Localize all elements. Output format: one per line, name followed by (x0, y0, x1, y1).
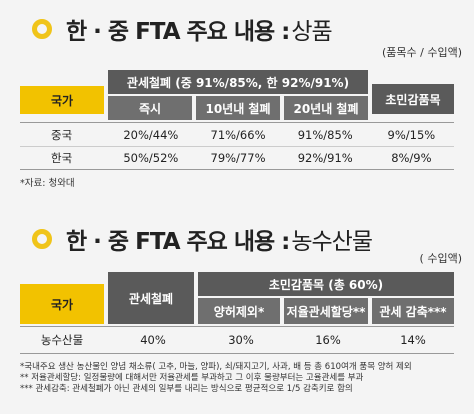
section2-title-light: 농수산물 (291, 229, 373, 255)
cell-value: 16% (315, 333, 341, 347)
header-sensitive-group: 초민감품목 (총 60%) (198, 272, 454, 296)
circle-bullet-icon (32, 229, 52, 249)
section1-title-light: 상품 (291, 19, 332, 45)
source-note: *자료: 청와대 (20, 178, 75, 189)
cell-value: 92%/91% (297, 151, 353, 165)
header-abolish: 관세철폐 (108, 272, 194, 324)
header-sensitive: 초민감품목 (372, 84, 454, 114)
table-row: 한국 50%/52% 79%/77% 92%/91% 8%/9% (20, 147, 454, 169)
section1-table: 국가 관세철폐 (중 91%/85%, 한 92%/91%) 즉시 10년내 철… (20, 70, 454, 170)
section2-title: 한 · 중 FTA 주요 내용 : 농수산물 (32, 222, 373, 256)
cell-value: 79%/77% (210, 151, 266, 165)
section1-unit: (품목수 / 수입액) (381, 46, 462, 59)
footnote: *** 관세감축: 관세철폐가 아닌 관세의 일부를 내리는 방식으로 평균적으… (20, 384, 353, 394)
header-tariff-quota: 저율관세할당** (284, 298, 368, 324)
footnote: *국내주요 생산 농산물인 양념 채소류( 고추, 마늘, 양파), 쇠/돼지고… (20, 362, 412, 372)
circle-bullet-icon (32, 19, 52, 39)
table-row: 중국 20%/44% 71%/66% 91%/85% 9%/15% (20, 124, 454, 146)
divider (20, 122, 454, 123)
cell-value: 20%/44% (123, 128, 179, 142)
table-row: 농수산물 40% 30% 16% 14% (20, 329, 454, 351)
row-country: 농수산물 (40, 333, 84, 347)
section2-unit: ( 수입액) (419, 252, 462, 265)
header-immediate: 즉시 (108, 96, 192, 120)
footnote: ** 저율관세할당: 일정물량에 대해서만 저율관세를 부과하고 그 이후 물량… (20, 373, 364, 383)
cell-value: 9%/15% (387, 128, 436, 142)
cell-value: 8%/9% (391, 151, 432, 165)
row-country: 한국 (51, 151, 73, 165)
divider (20, 353, 454, 354)
header-country: 국가 (20, 284, 104, 324)
divider (20, 146, 454, 147)
section2-title-bold: 한 · 중 FTA 주요 내용 : (66, 229, 290, 255)
divider (20, 326, 454, 327)
cell-value: 91%/85% (297, 128, 353, 142)
divider (20, 169, 454, 170)
cell-value: 71%/66% (210, 128, 266, 142)
header-20yr: 20년내 철폐 (284, 96, 368, 120)
header-10yr: 10년내 철폐 (196, 96, 280, 120)
header-tariff-reduction: 관세 감축*** (372, 298, 454, 324)
header-excluded: 양허제외* (198, 298, 280, 324)
header-country: 국가 (20, 86, 104, 114)
cell-value: 50%/52% (123, 151, 179, 165)
cell-value: 40% (140, 333, 166, 347)
cell-value: 30% (228, 333, 254, 347)
footnotes: *국내주요 생산 농산물인 양념 채소류( 고추, 마늘, 양파), 쇠/돼지고… (20, 362, 460, 395)
cell-value: 14% (400, 333, 426, 347)
row-country: 중국 (51, 128, 73, 142)
section1-title: 한 · 중 FTA 주요 내용 : 상품 (32, 12, 333, 46)
section2-table: 국가 관세철폐 초민감품목 (총 60%) 양허제외* 저율관세할당** 관세 … (20, 272, 454, 354)
section1-title-bold: 한 · 중 FTA 주요 내용 : (66, 19, 290, 45)
header-tariff-abolish-group: 관세철폐 (중 91%/85%, 한 92%/91%) (108, 70, 368, 94)
